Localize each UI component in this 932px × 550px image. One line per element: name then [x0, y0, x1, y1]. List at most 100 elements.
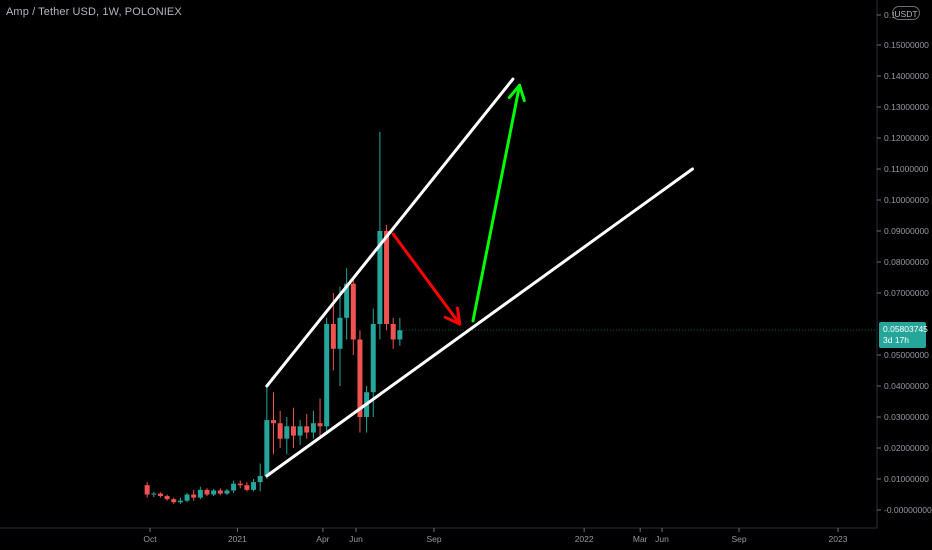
candle-body: [204, 489, 210, 495]
candle-down: [191, 489, 197, 501]
x-axis-label: Mar: [633, 534, 648, 544]
up-arrow: [471, 83, 526, 323]
y-axis-label: 0.13000000: [884, 102, 929, 112]
candle-up: [310, 410, 316, 439]
down-arrow-shaft: [391, 232, 462, 326]
candle-body: [344, 283, 350, 318]
candle-down: [164, 494, 170, 501]
candle-up: [337, 286, 343, 386]
x-axis-label: Oct: [143, 534, 157, 544]
candle-body: [350, 283, 356, 340]
candle-body: [264, 420, 270, 476]
candle-down: [317, 398, 323, 436]
candle-up: [184, 492, 190, 503]
candle-body: [144, 485, 150, 495]
last-price-tag[interactable]: 0.05803745 3d 17h: [879, 322, 928, 348]
y-axis-label: 0.14000000: [884, 71, 929, 81]
candle-up: [324, 317, 330, 433]
lower-channel-line: [265, 167, 694, 478]
up-arrow-shaft: [471, 83, 522, 323]
candle-down: [244, 482, 250, 492]
candle-body: [224, 490, 230, 494]
y-axis-label: 0.07000000: [884, 288, 929, 298]
y-axis-label: 0.04000000: [884, 381, 929, 391]
candle-down: [304, 413, 310, 439]
candle-body: [297, 426, 303, 436]
candle-down: [144, 482, 150, 498]
x-axis-label: 2023: [829, 534, 848, 544]
candle-down: [290, 407, 296, 448]
candle-body: [284, 426, 290, 439]
x-axis-label: Sep: [731, 534, 746, 544]
candle-up: [251, 479, 257, 492]
y-axis-label: 0.11000000: [884, 164, 929, 174]
candle-down: [171, 497, 177, 504]
candle-body: [197, 489, 203, 498]
currency-badge[interactable]: USDT: [892, 6, 920, 20]
candle-down: [357, 330, 363, 433]
candle-body: [397, 330, 403, 340]
candle-body: [357, 339, 363, 417]
x-axis-label: 2022: [575, 534, 594, 544]
candle-body: [257, 475, 263, 483]
y-axis-label: 0.1: [884, 10, 896, 20]
candle-down: [237, 480, 243, 489]
candle-down: [384, 224, 390, 331]
candle-up: [151, 492, 157, 497]
candle-up: [264, 386, 270, 479]
y-axis-label: 0.10000000: [884, 195, 929, 205]
candle-body: [171, 499, 177, 503]
candle-body: [217, 490, 223, 494]
candle-up: [364, 386, 370, 433]
candle-body: [384, 231, 390, 324]
y-axis-label: 0.01000000: [884, 474, 929, 484]
candle-body: [244, 485, 250, 490]
candles-layer: [144, 131, 877, 504]
candle-body: [277, 423, 283, 439]
candle-body: [157, 493, 163, 497]
candle-body: [390, 324, 396, 340]
candle-up: [197, 486, 203, 500]
candle-body: [317, 423, 323, 427]
candle-down: [330, 293, 336, 371]
candle-body: [310, 423, 316, 433]
candle-down: [157, 492, 163, 498]
candle-down: [350, 277, 356, 355]
y-axis-label: -0.00000000: [884, 505, 932, 515]
candle-up: [344, 268, 350, 340]
x-axis-label: Jun: [349, 534, 363, 544]
y-axis-label: 0.05000000: [884, 350, 929, 360]
candle-body: [337, 317, 343, 349]
y-axis-label: 0.08000000: [884, 257, 929, 267]
candle-down: [390, 317, 396, 349]
candle-body: [184, 494, 190, 501]
y-axis-label: 0.03000000: [884, 412, 929, 422]
last-price-value: 0.05803745: [883, 324, 928, 334]
candle-body: [271, 420, 276, 424]
candle-body: [151, 493, 157, 495]
x-axis-label: 2021: [228, 534, 247, 544]
y-axis-label: 0.09000000: [884, 226, 929, 236]
x-axis-label: Jun: [655, 534, 669, 544]
candle-up: [211, 488, 217, 497]
y-axis-label: 0.02000000: [884, 443, 929, 453]
candle-up: [177, 497, 183, 504]
bar-countdown: 3d 17h: [883, 335, 909, 345]
candle-down: [277, 410, 283, 448]
candle-down: [204, 488, 210, 497]
lower-channel-line-shaft: [265, 167, 694, 478]
candle-body: [377, 231, 383, 324]
candle-down: [271, 392, 276, 455]
candle-body: [237, 483, 243, 486]
candle-up: [397, 317, 403, 346]
upper-channel-line-shaft: [265, 77, 515, 388]
candle-up: [231, 480, 237, 493]
candle-body: [370, 324, 376, 393]
y-axis-label: 0.12000000: [884, 133, 929, 143]
up-arrow-head: [507, 83, 526, 103]
candle-body: [304, 426, 310, 433]
candle-up: [257, 463, 263, 492]
